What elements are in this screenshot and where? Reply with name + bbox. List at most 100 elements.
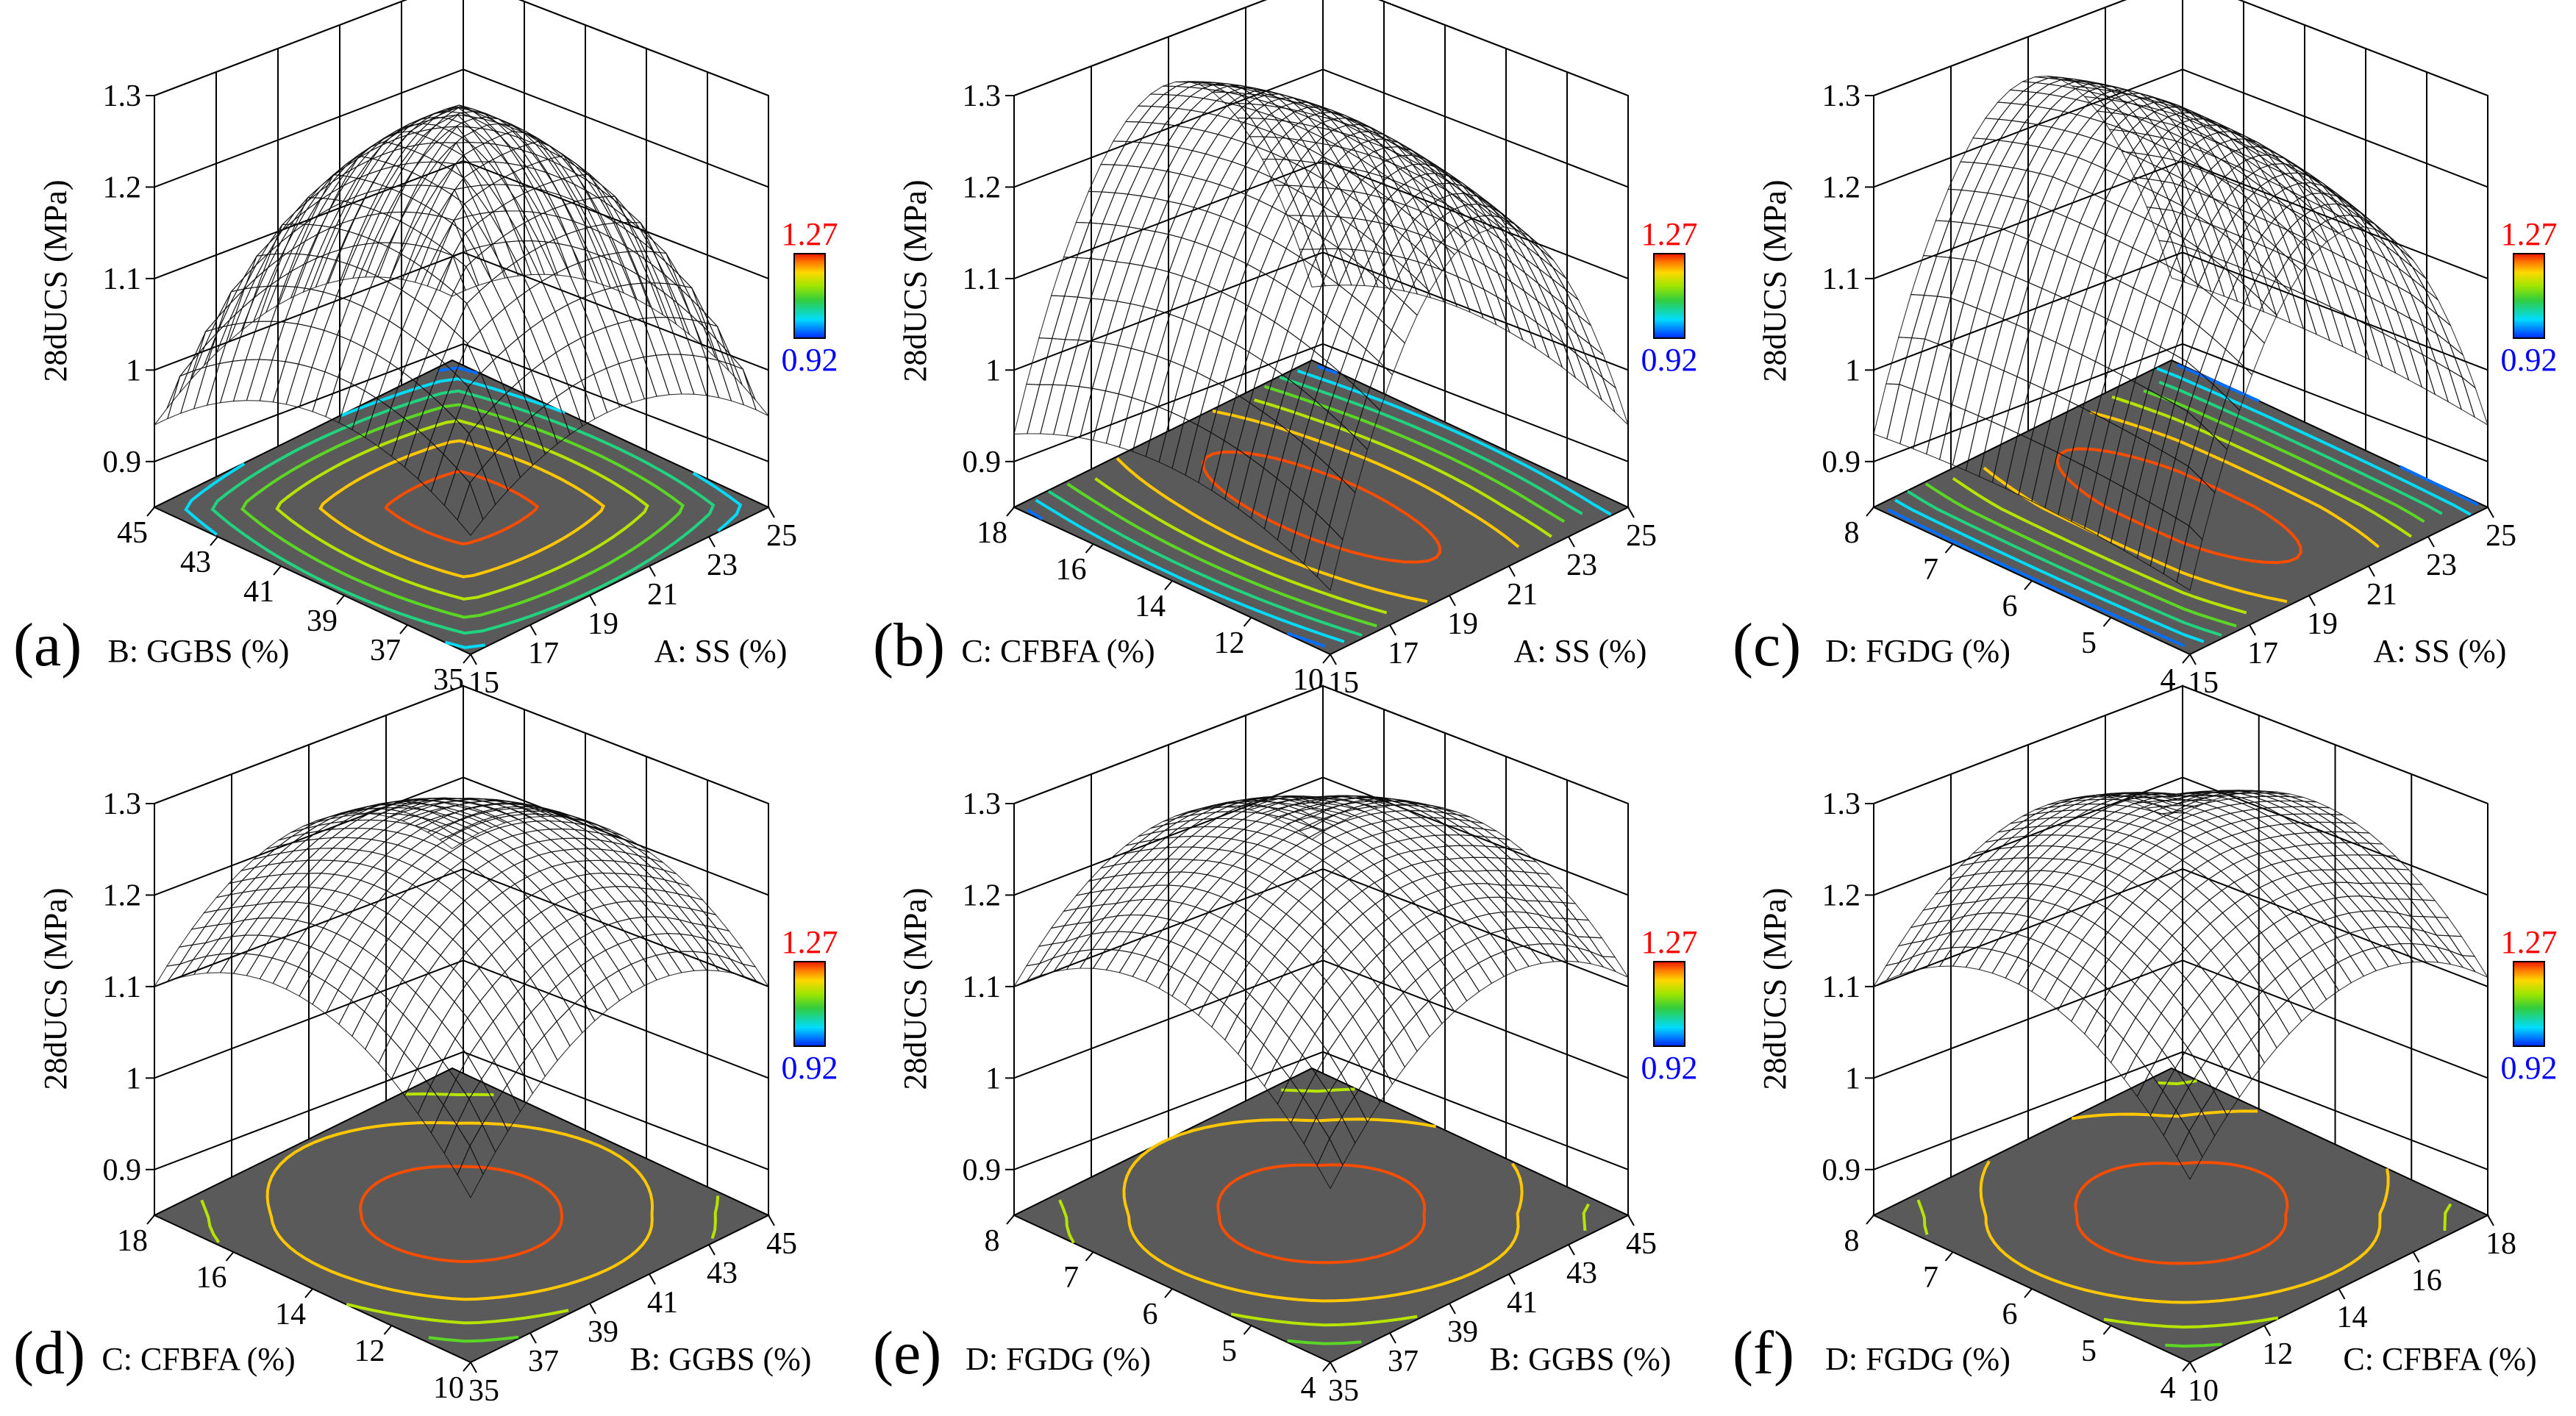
y-tick-label: 7 [1923,1261,1938,1295]
floor-contour [1116,410,1520,604]
x-tick [708,536,716,548]
z-tick-label: 1.2 [963,879,1002,912]
panel-label: (e) [873,1319,941,1387]
x-tick [2263,1325,2272,1337]
y-tick-label: 39 [307,604,338,638]
z-gridline [1873,251,2488,371]
y-tick-label: 8 [1844,516,1860,550]
z-gridline [154,684,769,804]
floor-contour [318,439,606,579]
z-tick-label: 1.1 [1822,970,1861,1004]
y-tick [1085,1251,1094,1262]
x-tick-label: 25 [2486,519,2516,553]
y-tick [1243,617,1252,627]
y-tick-label: 18 [117,1224,148,1258]
x-tick [470,654,477,665]
z-gridline [154,343,769,462]
z-axis-title: 28dUCS (MPa) [1757,887,1793,1090]
y-tick [1322,1362,1331,1372]
colorbar [2513,253,2545,339]
z-gridline [1013,776,1629,896]
colorbar-min-label: 0.92 [2501,342,2558,378]
x-tick-label: 23 [1566,548,1597,582]
floor-contour [1066,385,1566,628]
z-tick-label: 1 [1845,1062,1860,1095]
floor-contour [2055,447,2302,565]
z-gridline [1013,1051,1629,1170]
floor-contour [1047,376,1583,637]
z-gridline [1873,959,2488,1079]
x-tick [2368,565,2375,577]
z-axis-title: 28dUCS (MPa) [1757,179,1793,382]
z-tick-label: 0.9 [1822,446,1861,479]
z-tick-label: 1.2 [103,879,142,912]
floor-contour [1216,1163,1427,1265]
response-surface [153,797,770,1199]
floor-contour [1924,389,2425,628]
x-tick-label: 10 [2188,1374,2219,1408]
y-tick-label: 18 [977,516,1007,550]
x-tick [1627,507,1635,518]
z-tick-label: 1.3 [963,787,1002,821]
y-tick [1243,1325,1252,1335]
z-gridline [1013,343,1629,462]
floor-contour [1979,1109,2390,1304]
y-tick [399,624,408,634]
z-gridline [1013,0,1629,96]
x-tick [768,1215,775,1226]
y-tick [1164,580,1173,590]
floor-contour [1094,398,1552,615]
y-tick-label: 6 [2002,1298,2018,1331]
y-tick [2024,580,2033,590]
y-tick [336,595,345,605]
floor-contour [1035,369,1612,643]
z-gridline [1013,160,1629,279]
colorbar [1653,961,1685,1047]
y-tick-label: 14 [1135,590,1166,623]
y-tick-label: 12 [354,1334,385,1368]
x-axis-title: A: SS (%) [1514,633,1647,669]
x-tick [2308,595,2316,607]
floor-contour [1122,1118,1524,1303]
y-tick-label: 10 [433,1371,464,1405]
x-tick [470,1362,477,1373]
floor-contour [210,389,716,635]
x-tick [2487,507,2494,518]
y-tick-label: 4 [2161,663,2176,697]
y-tick [210,536,218,546]
y-tick-label: 5 [1221,1334,1237,1368]
x-tick-label: 37 [528,1345,559,1379]
floor-contour [240,403,685,619]
x-tick [2189,1362,2197,1373]
x-tick-label: 41 [1507,1286,1538,1320]
y-tick [383,1325,393,1335]
z-tick-label: 1 [126,1062,141,1095]
z-gridline [154,0,769,96]
y-tick [2182,654,2191,664]
y-tick [273,565,282,576]
surface-cell [457,482,484,537]
panel-label: (f) [1733,1319,1794,1387]
y-tick-label: 14 [275,1298,306,1331]
x-tick [708,1244,716,1256]
surface-cell [2176,525,2203,591]
z-tick-label: 1.2 [1822,171,1861,204]
x-tick-label: 23 [707,548,738,582]
x-tick [1568,536,1575,548]
z-axis-title: 28dUCS (MPa) [897,179,933,382]
x-tick [649,565,656,577]
y-tick [304,1288,313,1298]
x-tick [649,1273,656,1285]
floor-contour [1887,363,2479,648]
y-tick-label: 8 [1844,1224,1860,1258]
x-tick-label: 37 [1388,1345,1419,1379]
x-tick [1389,1332,1396,1344]
y-tick-label: 4 [2161,1371,2176,1405]
response-surface [1013,81,1629,591]
x-tick [2427,536,2435,548]
z-tick-label: 1.1 [963,262,1002,296]
y-axis-title: D: FGDG (%) [1825,633,2011,669]
colorbar [1653,253,1685,339]
